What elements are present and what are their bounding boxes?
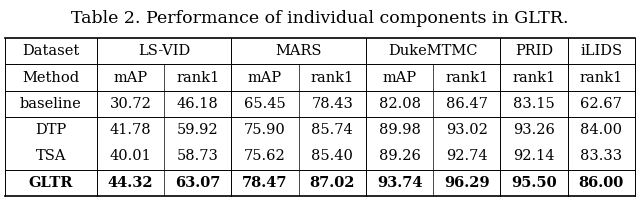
Text: rank1: rank1 (513, 70, 556, 85)
Text: rank1: rank1 (580, 70, 623, 85)
Text: 63.07: 63.07 (175, 176, 220, 190)
Text: 93.74: 93.74 (377, 176, 422, 190)
Text: 40.01: 40.01 (109, 149, 151, 164)
Text: 62.67: 62.67 (580, 97, 622, 111)
Text: Table 2. Performance of individual components in GLTR.: Table 2. Performance of individual compo… (71, 10, 569, 27)
Text: 84.00: 84.00 (580, 123, 622, 137)
Text: TSA: TSA (36, 149, 66, 164)
Text: Dataset: Dataset (22, 44, 79, 58)
Text: PRID: PRID (515, 44, 553, 58)
Text: MARS: MARS (275, 44, 322, 58)
Text: mAP: mAP (113, 70, 147, 85)
Text: 89.26: 89.26 (379, 149, 420, 164)
Text: 93.02: 93.02 (446, 123, 488, 137)
Text: 92.74: 92.74 (446, 149, 488, 164)
Text: 85.40: 85.40 (311, 149, 353, 164)
Text: 75.62: 75.62 (244, 149, 286, 164)
Text: 82.08: 82.08 (378, 97, 420, 111)
Text: iLIDS: iLIDS (580, 44, 623, 58)
Text: mAP: mAP (248, 70, 282, 85)
Text: 59.92: 59.92 (177, 123, 218, 137)
Text: 92.14: 92.14 (513, 149, 555, 164)
Text: 30.72: 30.72 (109, 97, 151, 111)
Text: DTP: DTP (35, 123, 67, 137)
Text: 96.29: 96.29 (444, 176, 490, 190)
Text: 89.98: 89.98 (379, 123, 420, 137)
Text: 86.47: 86.47 (446, 97, 488, 111)
Text: 93.26: 93.26 (513, 123, 555, 137)
Text: rank1: rank1 (445, 70, 488, 85)
Text: GLTR: GLTR (29, 176, 73, 190)
Text: DukeMTMC: DukeMTMC (388, 44, 478, 58)
Text: 87.02: 87.02 (310, 176, 355, 190)
Text: 95.50: 95.50 (511, 176, 557, 190)
Text: 65.45: 65.45 (244, 97, 286, 111)
Text: mAP: mAP (383, 70, 417, 85)
Text: baseline: baseline (20, 97, 82, 111)
Text: rank1: rank1 (176, 70, 220, 85)
Text: 83.33: 83.33 (580, 149, 623, 164)
Text: 78.43: 78.43 (311, 97, 353, 111)
Text: 58.73: 58.73 (177, 149, 219, 164)
Text: 85.74: 85.74 (311, 123, 353, 137)
Text: 78.47: 78.47 (242, 176, 288, 190)
Text: 41.78: 41.78 (109, 123, 151, 137)
Text: 83.15: 83.15 (513, 97, 555, 111)
Text: 86.00: 86.00 (579, 176, 624, 190)
Text: LS-VID: LS-VID (138, 44, 190, 58)
Text: Method: Method (22, 70, 79, 85)
Text: 46.18: 46.18 (177, 97, 218, 111)
Text: rank1: rank1 (310, 70, 354, 85)
Text: 44.32: 44.32 (108, 176, 153, 190)
Text: 75.90: 75.90 (244, 123, 286, 137)
